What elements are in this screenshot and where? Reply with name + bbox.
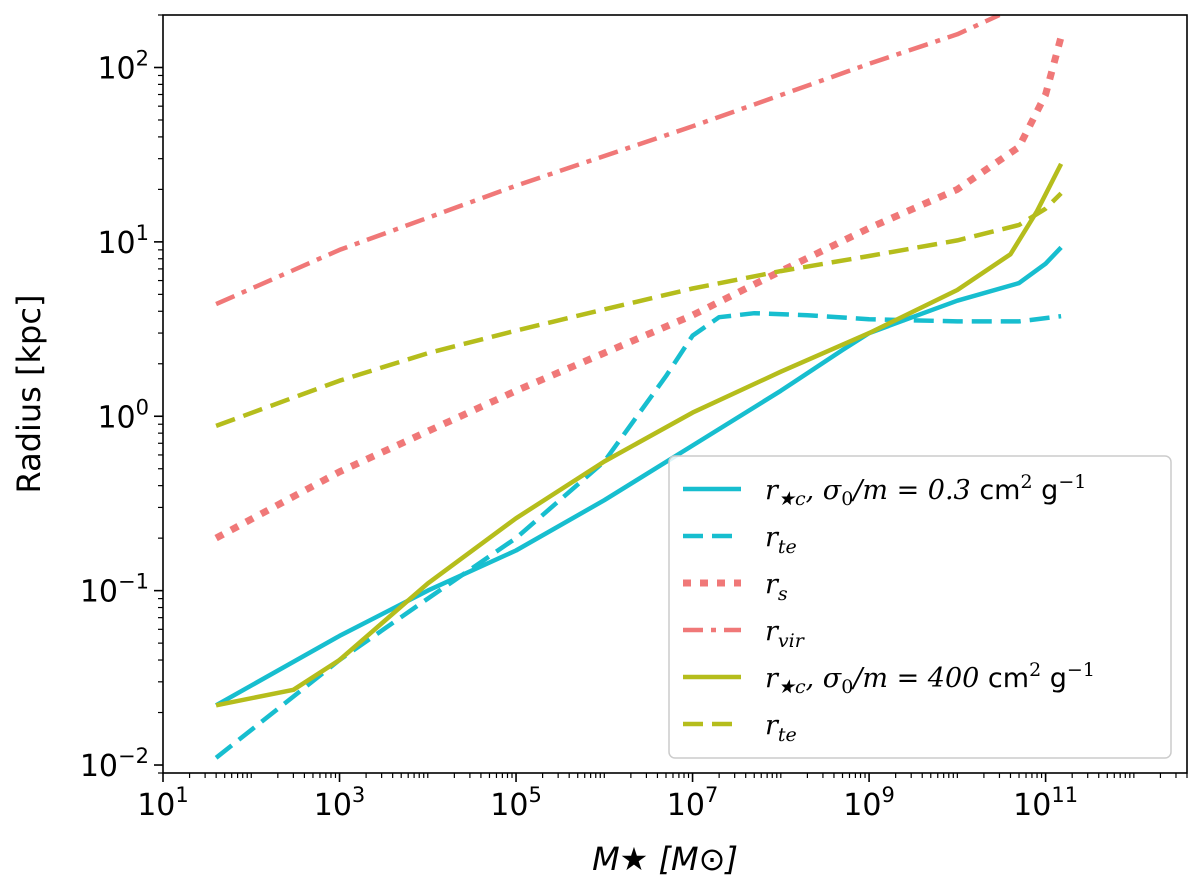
x-tick-label: 109 — [843, 783, 895, 823]
y-tick-label: 10−1 — [80, 570, 149, 610]
x-tick-label: 1011 — [1013, 783, 1078, 823]
axis-ticks: 101 103 105 107 109 1011 10−2 10−1 100 101 102 — [80, 14, 1188, 823]
legend-label-5: r★c, σ0/m = 400 cm2 g−1 — [765, 659, 1095, 698]
legend-box — [668, 455, 1172, 759]
plot-lines — [214, 15, 1065, 760]
series-line-5 — [215, 162, 1064, 708]
legend-label-2: rte — [765, 522, 797, 558]
y-axis-label: Radius [kpc] — [10, 295, 48, 494]
y-tick-label: 10−2 — [80, 744, 149, 784]
series-line-4 — [215, 15, 1001, 307]
y-tick-label: 101 — [97, 221, 149, 261]
legend-label-4: rvir — [765, 616, 806, 652]
series-line-3 — [214, 35, 1065, 542]
series-line-6 — [215, 191, 1063, 429]
x-tick-label: 103 — [314, 783, 366, 823]
series-line-1 — [214, 245, 1063, 708]
plot-frame — [162, 14, 1188, 774]
legend: r★c, σ0/m = 0.3 cm2 g−1 rte rs rvir r★c, σ0/… — [668, 455, 1172, 759]
legend-label-1: r★c, σ0/m = 0.3 cm2 g−1 — [765, 471, 1086, 510]
legend-label-6: rte — [765, 710, 797, 746]
x-axis-label: M★ [M⊙] — [592, 840, 738, 878]
x-tick-label: 105 — [490, 783, 542, 823]
y-tick-label: 100 — [97, 395, 149, 435]
y-tick-label: 102 — [97, 46, 149, 86]
legend-label-3: rs — [765, 569, 788, 605]
x-tick-label: 101 — [137, 783, 189, 823]
x-tick-label: 107 — [667, 783, 719, 823]
